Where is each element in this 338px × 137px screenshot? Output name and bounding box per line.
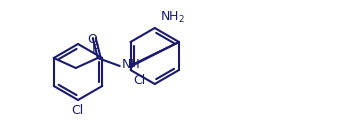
Text: Cl: Cl: [134, 74, 146, 87]
Text: NH$_2$: NH$_2$: [160, 10, 185, 25]
Text: Cl: Cl: [71, 104, 83, 117]
Text: F: F: [92, 43, 99, 56]
Text: NH: NH: [122, 58, 141, 72]
Text: O: O: [87, 33, 97, 46]
